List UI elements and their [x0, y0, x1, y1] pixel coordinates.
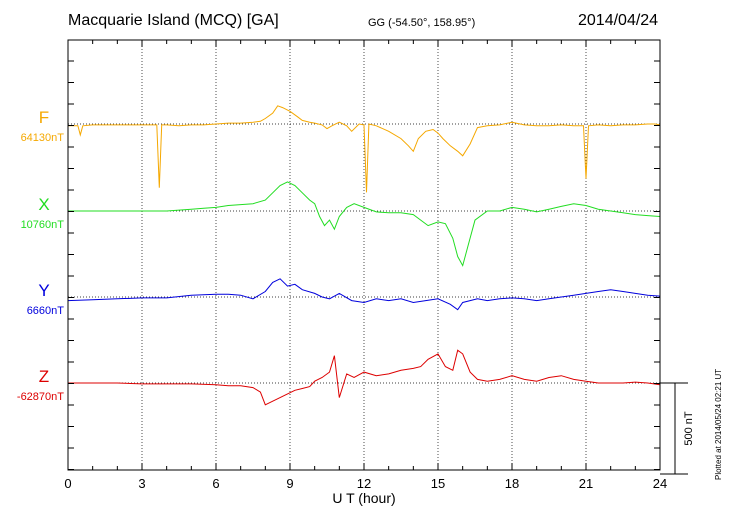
scale-bar: 500 nT — [660, 382, 695, 475]
x-tick-label: 18 — [505, 476, 519, 491]
x-tick-label: 0 — [64, 476, 71, 491]
x-tick-label: 21 — [579, 476, 593, 491]
x-tick-label: 15 — [431, 476, 445, 491]
chart-date: 2014/04/24 — [578, 12, 659, 29]
series-name-f: F — [39, 108, 49, 127]
series-line-f — [68, 105, 661, 193]
series-layer — [67, 105, 661, 406]
x-tick-label: 6 — [212, 476, 219, 491]
series-name-z: Z — [39, 367, 49, 386]
series-line-x — [68, 181, 661, 267]
series-baseline-x: 10760nT — [21, 219, 65, 231]
x-tick-label: 12 — [357, 476, 371, 491]
scale-bar-label: 500 nT — [683, 411, 695, 446]
axis-ticks — [67, 40, 661, 470]
x-tick-label: 9 — [286, 476, 293, 491]
grid-lines — [68, 40, 660, 470]
plot-frame — [67, 39, 661, 471]
series-line-z — [68, 349, 661, 406]
x-tick-label: 24 — [653, 476, 667, 491]
x-tick-label: 3 — [138, 476, 145, 491]
series-name-y: Y — [38, 281, 49, 300]
x-axis-label: U T (hour) — [332, 490, 395, 506]
chart-title: Macquarie Island (MCQ) [GA] — [68, 12, 279, 29]
station-coordinates: GG (-54.50°, 158.95°) — [368, 17, 476, 29]
series-name-x: X — [38, 195, 49, 214]
series-baseline-z: -62870nT — [17, 391, 64, 403]
axis-labels: 0 3 6 9 12 15 18 21 24 F 64130nT X 10760nT Y 6660nT Z -6… — [17, 108, 667, 491]
series-baseline-y: 6660nT — [27, 305, 65, 317]
series-baseline-f: 64130nT — [21, 132, 65, 144]
series-line-y — [67, 278, 661, 311]
